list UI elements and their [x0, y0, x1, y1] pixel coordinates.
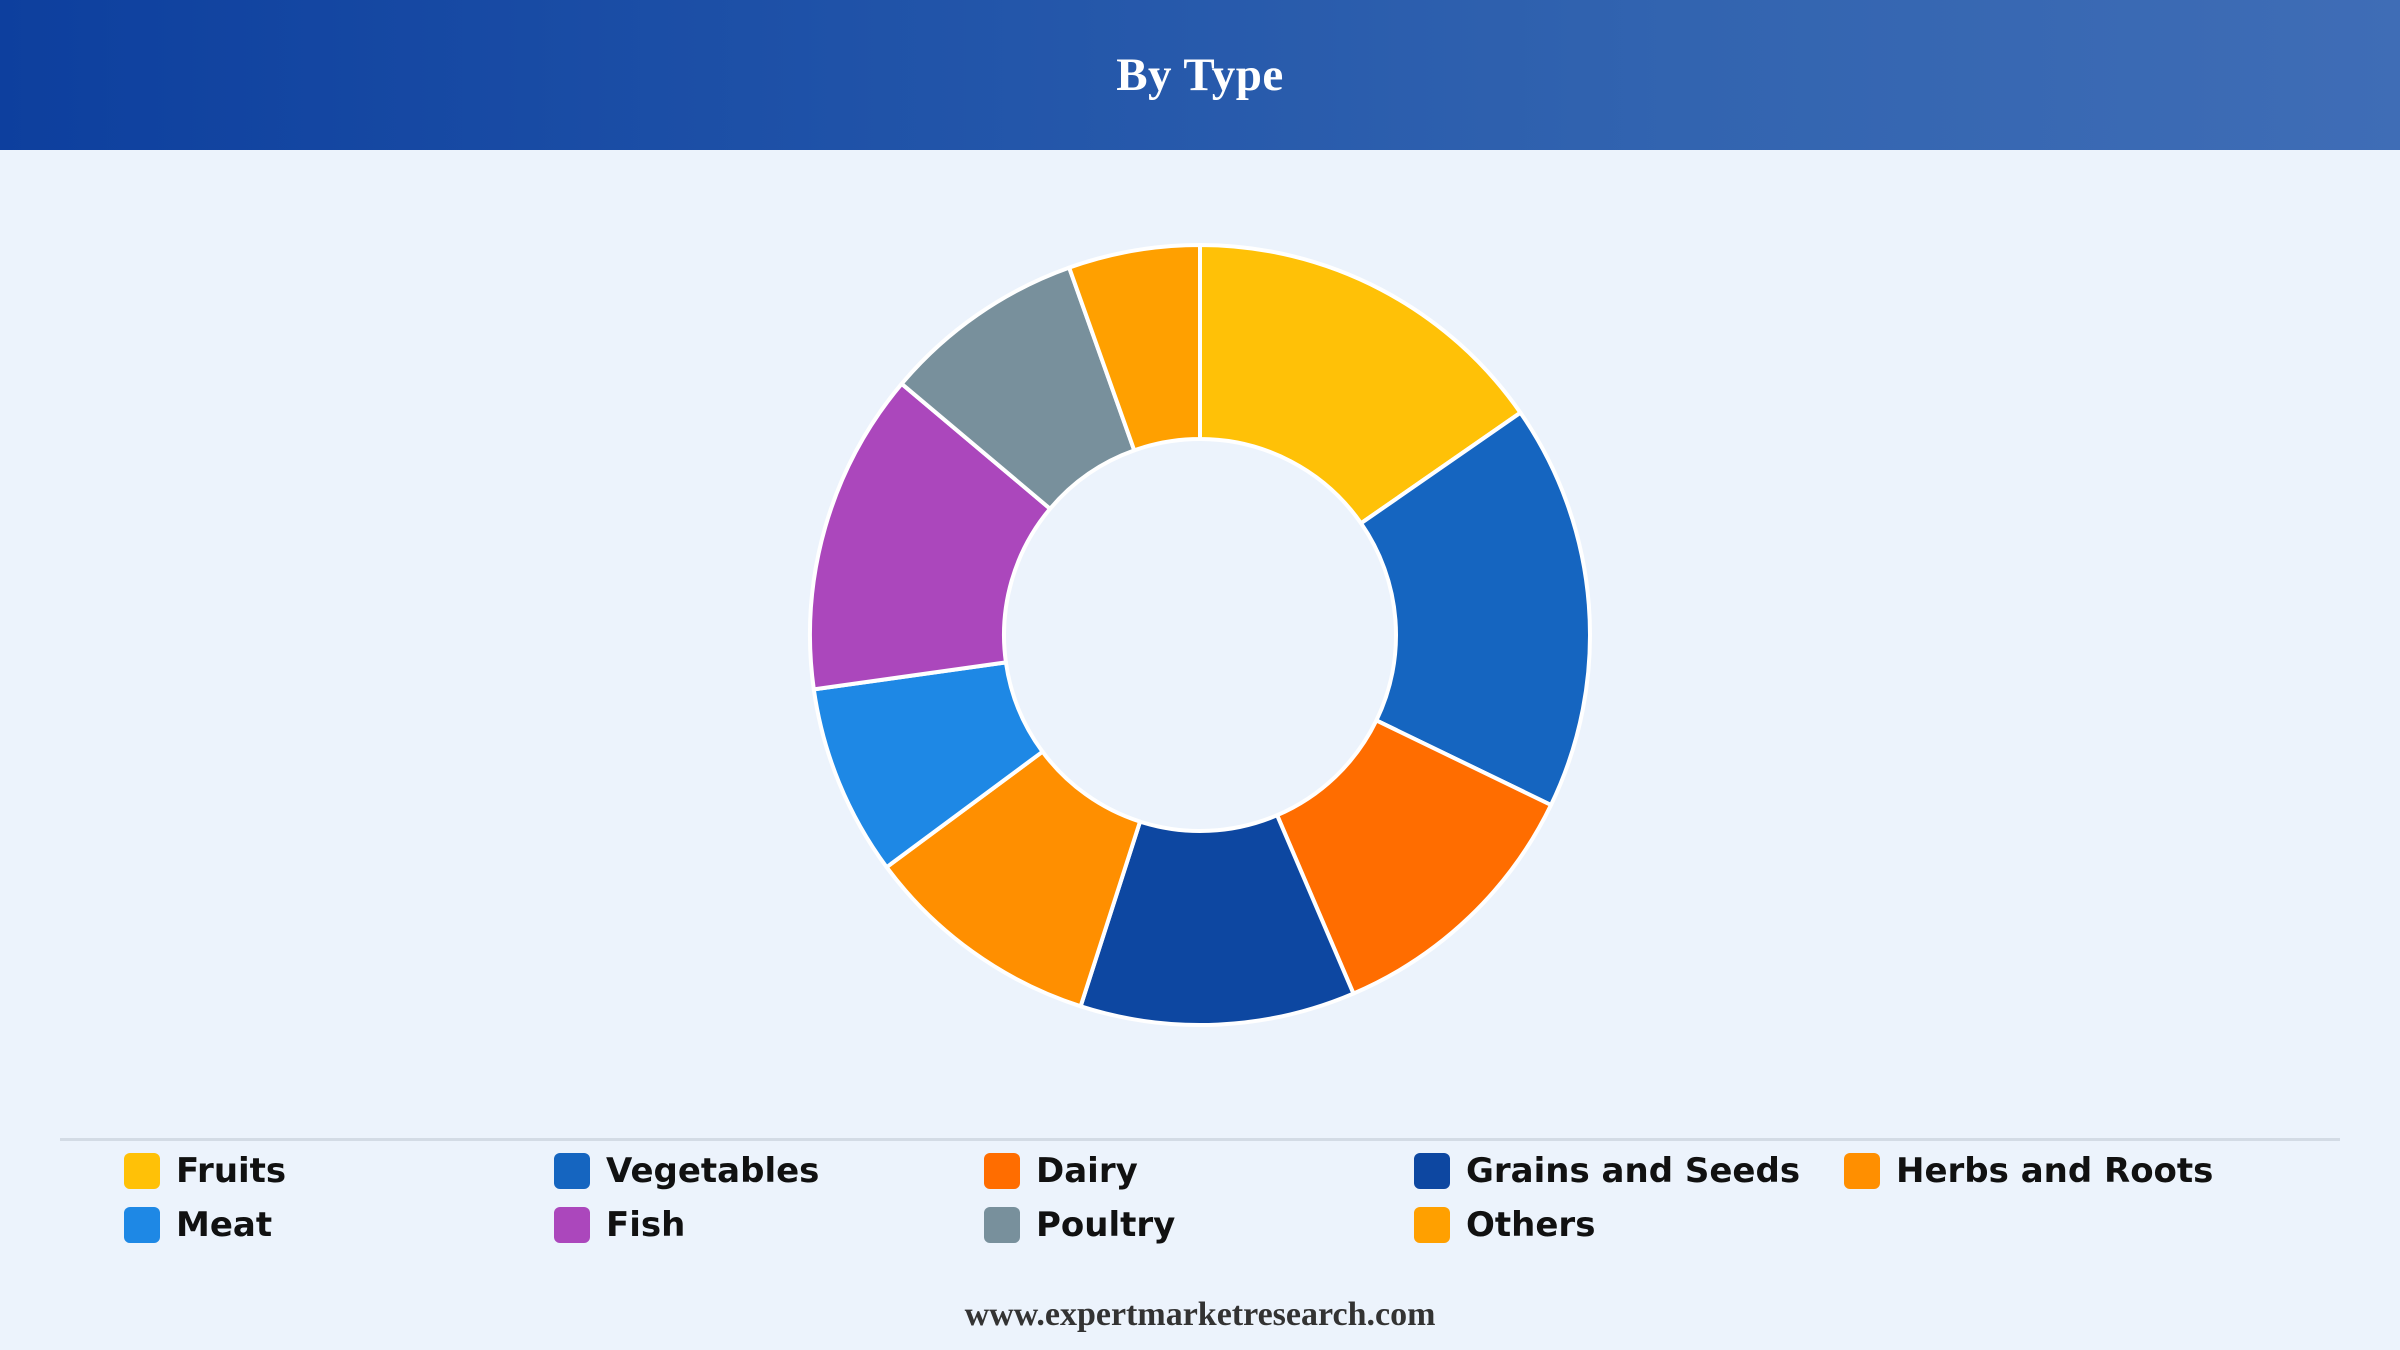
legend-label: Dairy: [1036, 1151, 1138, 1191]
legend-item-grains-and-seeds[interactable]: Grains and Seeds: [1414, 1151, 1844, 1191]
legend-label: Fruits: [176, 1151, 287, 1191]
legend-item-fruits[interactable]: Fruits: [124, 1151, 554, 1191]
legend-swatch: [1414, 1207, 1450, 1243]
legend-item-others[interactable]: Others: [1414, 1205, 1844, 1245]
donut-slice-fruits[interactable]: [1198, 243, 1523, 526]
legend-swatch: [984, 1153, 1020, 1189]
donut-slice-others[interactable]: [1067, 243, 1202, 453]
legend-label: Grains and Seeds: [1466, 1151, 1801, 1191]
chart-legend: Fruits Vegetables Dairy Grains and Seeds Her…: [124, 1151, 2324, 1245]
legend-label: Vegetables: [606, 1151, 820, 1191]
legend-swatch: [554, 1153, 590, 1189]
legend-swatch: [1844, 1153, 1880, 1189]
legend-item-fish[interactable]: Fish: [554, 1205, 984, 1245]
legend-item-vegetables[interactable]: Vegetables: [554, 1151, 984, 1191]
legend-item-poultry[interactable]: Poultry: [984, 1205, 1414, 1245]
legend-divider: [60, 1138, 2340, 1141]
legend-label: Others: [1466, 1205, 1596, 1245]
legend-label: Herbs and Roots: [1896, 1151, 2214, 1191]
donut-slice-vegetables[interactable]: [1359, 410, 1592, 807]
legend-item-meat[interactable]: Meat: [124, 1205, 554, 1245]
legend-item-dairy[interactable]: Dairy: [984, 1151, 1414, 1191]
legend-label: Meat: [176, 1205, 273, 1245]
legend-label: Fish: [606, 1205, 686, 1245]
legend-label: Poultry: [1036, 1205, 1176, 1245]
legend-swatch: [984, 1207, 1020, 1243]
legend-swatch: [124, 1207, 160, 1243]
header-banner: By Type: [0, 0, 2400, 150]
source-footer: www.expertmarketresearch.com: [964, 1296, 1436, 1333]
legend-swatch: [124, 1153, 160, 1189]
page-title: By Type: [1116, 49, 1284, 101]
legend-swatch: [554, 1207, 590, 1243]
legend-item-herbs-and-roots[interactable]: Herbs and Roots: [1844, 1151, 2274, 1191]
legend-swatch: [1414, 1153, 1450, 1189]
